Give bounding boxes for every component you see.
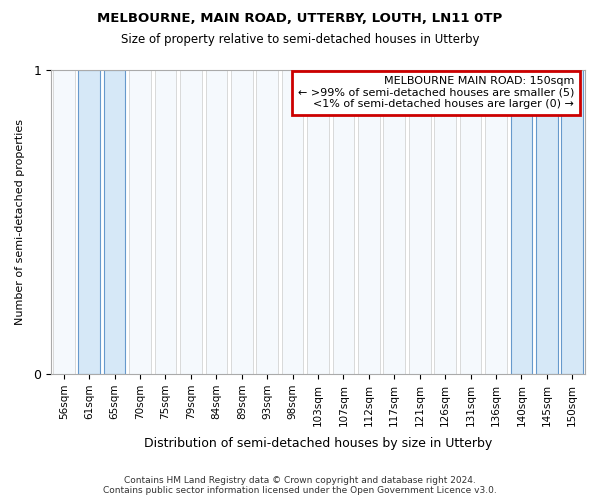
- Text: MELBOURNE, MAIN ROAD, UTTERBY, LOUTH, LN11 0TP: MELBOURNE, MAIN ROAD, UTTERBY, LOUTH, LN…: [97, 12, 503, 26]
- X-axis label: Distribution of semi-detached houses by size in Utterby: Distribution of semi-detached houses by …: [144, 437, 492, 450]
- Bar: [536, 70, 557, 374]
- Bar: [358, 70, 380, 374]
- Bar: [129, 70, 151, 374]
- Bar: [307, 70, 329, 374]
- Text: MELBOURNE MAIN ROAD: 150sqm
← >99% of semi-detached houses are smaller (5)
<1% o: MELBOURNE MAIN ROAD: 150sqm ← >99% of se…: [298, 76, 574, 110]
- Bar: [562, 70, 583, 374]
- Bar: [434, 70, 456, 374]
- Bar: [282, 70, 304, 374]
- Text: Contains HM Land Registry data © Crown copyright and database right 2024.
Contai: Contains HM Land Registry data © Crown c…: [103, 476, 497, 495]
- Bar: [155, 70, 176, 374]
- Bar: [511, 70, 532, 374]
- Bar: [409, 70, 431, 374]
- Bar: [180, 70, 202, 374]
- Bar: [206, 70, 227, 374]
- Bar: [256, 70, 278, 374]
- Bar: [460, 70, 481, 374]
- Bar: [79, 70, 100, 374]
- Y-axis label: Number of semi-detached properties: Number of semi-detached properties: [15, 119, 25, 325]
- Text: Size of property relative to semi-detached houses in Utterby: Size of property relative to semi-detach…: [121, 32, 479, 46]
- Bar: [53, 70, 74, 374]
- Bar: [231, 70, 253, 374]
- Bar: [104, 70, 125, 374]
- Bar: [383, 70, 405, 374]
- Bar: [332, 70, 354, 374]
- Bar: [485, 70, 507, 374]
